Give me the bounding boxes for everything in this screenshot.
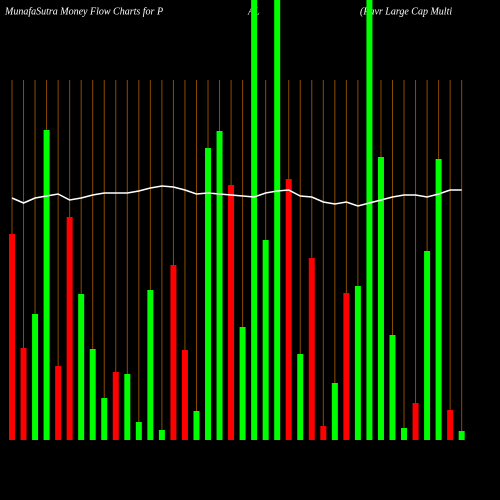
bar: [43, 130, 50, 440]
bar: [377, 157, 384, 440]
bar: [297, 354, 304, 440]
bar: [216, 131, 223, 440]
bar: [89, 349, 96, 440]
bar: [181, 350, 188, 440]
bar: [158, 430, 165, 440]
bar: [147, 290, 154, 440]
bar: [135, 422, 142, 440]
bar: [124, 374, 131, 440]
chart-title-right: (Pavr Large Cap Multi: [360, 6, 452, 17]
bar: [78, 294, 85, 440]
bar: [101, 398, 108, 440]
bar: [32, 314, 39, 440]
bar: [274, 0, 281, 440]
bar: [193, 411, 200, 440]
bar: [435, 159, 442, 440]
bar: [66, 217, 73, 440]
bar: [239, 327, 246, 440]
bar: [251, 0, 258, 440]
bar: [205, 148, 212, 440]
bar: [20, 348, 27, 440]
bar: [458, 431, 465, 440]
bar: [343, 293, 350, 440]
bar: [366, 0, 373, 440]
bar: [447, 410, 454, 440]
bar: [424, 251, 431, 440]
bar: [412, 403, 419, 440]
bar: [285, 179, 292, 440]
bar: [389, 335, 396, 440]
bar: [55, 366, 62, 440]
bar: [320, 426, 327, 440]
chart-title: MunafaSutra Money Flow Charts for P: [4, 6, 163, 17]
bar: [170, 265, 177, 440]
bar: [112, 372, 119, 440]
bar: [228, 185, 235, 440]
bar: [401, 428, 408, 440]
money-flow-line: [11, 185, 462, 207]
bar: [354, 286, 361, 440]
bar: [331, 383, 338, 440]
bar: [9, 234, 15, 440]
bar: [262, 240, 269, 440]
bar: [308, 258, 315, 440]
